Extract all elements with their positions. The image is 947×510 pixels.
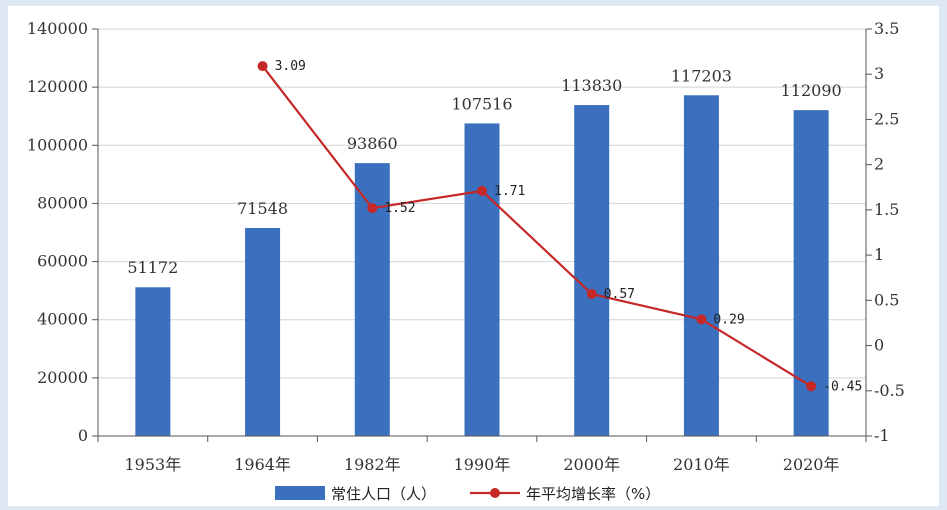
right-tick-label: 0.5: [874, 290, 899, 309]
line-point: [586, 289, 597, 300]
legend-line-label: 年平均增长率（%）: [526, 485, 660, 503]
right-tick-label: 2.5: [874, 109, 899, 128]
line-value-label: -0.45: [823, 379, 862, 394]
left-tick-label: 0: [78, 426, 88, 445]
left-tick-label: 80000: [37, 193, 88, 212]
right-tick-label: 1.5: [874, 200, 899, 219]
line-value-label: 1.71: [494, 184, 525, 199]
population-chart: 0 20000 40000 60000 80000 100000 120000 140000 -…: [27, 19, 905, 503]
line-point: [806, 381, 817, 392]
bar-value-label: 71548: [237, 199, 288, 218]
bar: [135, 287, 171, 436]
right-tick-label: 3.5: [874, 19, 899, 38]
line-series: [257, 61, 817, 392]
legend-line-marker: [490, 488, 500, 498]
left-tick-label: 60000: [37, 252, 88, 271]
bar: [245, 227, 281, 436]
left-tick-label: 20000: [37, 368, 88, 387]
x-tick-label: 2000年: [563, 455, 620, 474]
chart-frame: 0 20000 40000 60000 80000 100000 120000 140000 -…: [8, 6, 939, 506]
line-point: [477, 185, 487, 196]
left-tick-label: 100000: [27, 135, 88, 154]
bar: [464, 123, 500, 436]
bar-series: [135, 95, 829, 437]
x-tick-label: 1990年: [454, 455, 511, 474]
bar-value-label: 107516: [451, 94, 512, 113]
bar-value-label: 112090: [781, 81, 842, 100]
x-tick-label: 1953年: [124, 455, 181, 474]
line-value-label: 0.57: [604, 287, 635, 302]
x-tick-label: 2010年: [673, 455, 730, 474]
line-path: [261, 65, 812, 388]
legend-bar-label: 常住人口（人）: [331, 485, 436, 503]
line-value-label: 1.52: [384, 201, 415, 216]
left-tick-label: 40000: [37, 310, 88, 329]
bar: [683, 95, 719, 436]
x-tick-label: 2020年: [783, 455, 840, 474]
bar-value-label: 51172: [127, 258, 178, 277]
bar-value-label: 113830: [561, 76, 622, 95]
bar-value-label: 117203: [671, 66, 732, 85]
right-tick-label: 1: [874, 245, 884, 264]
bar-value-label: 93860: [347, 134, 398, 153]
right-tick-label: 2: [874, 155, 884, 174]
x-tick-label: 1964年: [234, 455, 291, 474]
legend: 常住人口（人） 年平均增长率（%）: [275, 485, 660, 503]
x-tick-label: 1982年: [344, 455, 401, 474]
line-value-label: 0.29: [713, 312, 744, 327]
line-point: [257, 61, 268, 72]
axes: 0 20000 40000 60000 80000 100000 120000 140000 -…: [27, 19, 905, 474]
right-tick-label: 0: [874, 336, 884, 355]
right-tick-label: 3: [874, 64, 884, 83]
data-labels: 51172 71548 93860 107516 113830 117203 112090 3…: [127, 59, 862, 394]
left-tick-label: 140000: [27, 19, 88, 38]
left-tick-label: 120000: [27, 77, 88, 96]
line-point: [367, 203, 378, 214]
legend-bar-swatch: [275, 486, 325, 500]
line-point: [696, 314, 707, 325]
right-tick-label: -1: [874, 426, 890, 445]
line-value-label: 3.09: [275, 59, 306, 74]
right-tick-label: -0.5: [874, 381, 905, 400]
bar: [574, 105, 610, 436]
